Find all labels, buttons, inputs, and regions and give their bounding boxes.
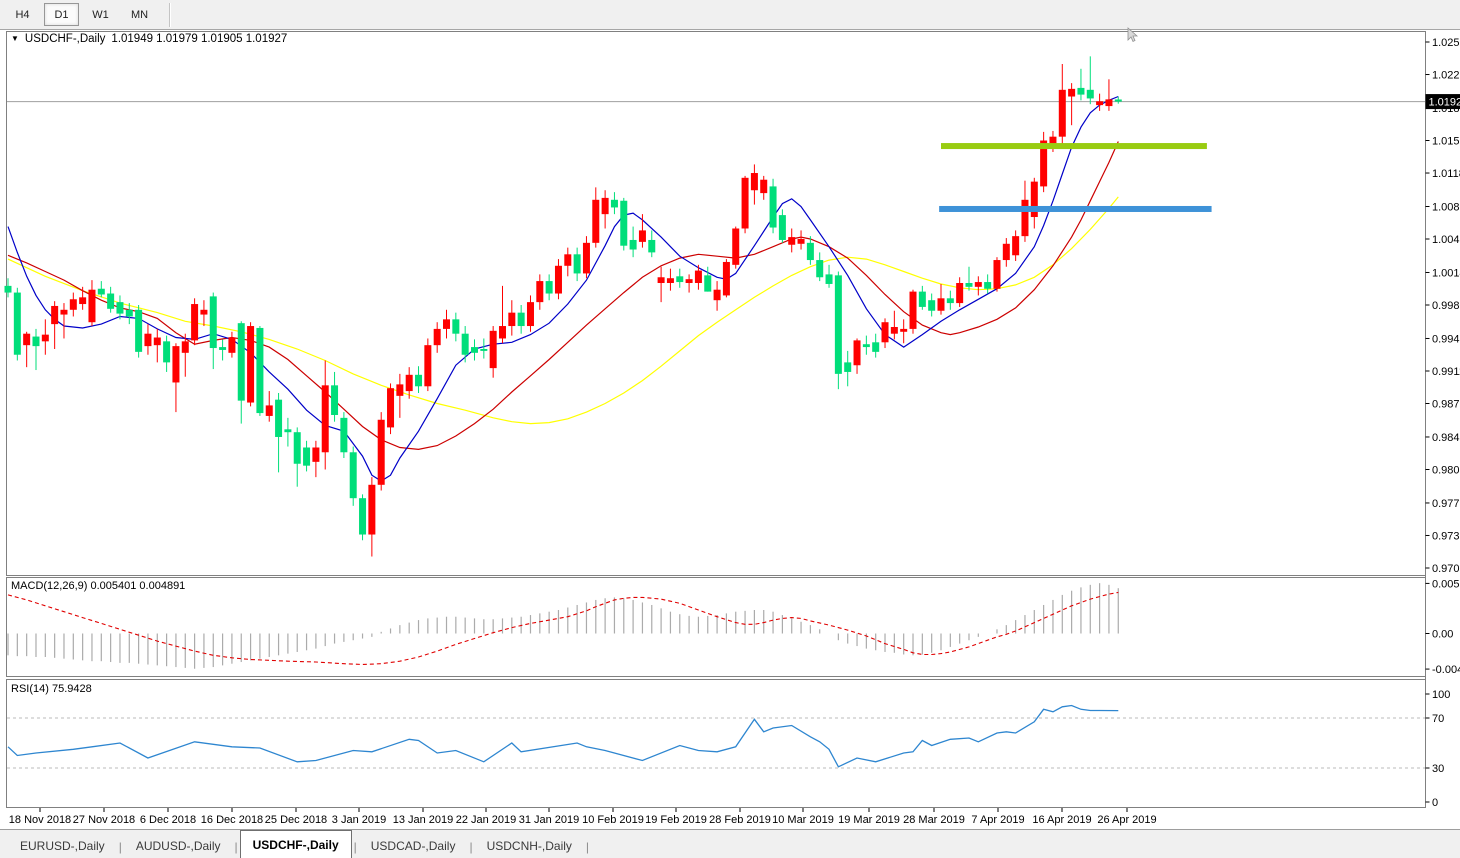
date-tick-label: 7 Apr 2019 [971, 814, 1024, 826]
date-tick-label: 25 Dec 2018 [265, 814, 327, 826]
tab-usdchf[interactable]: USDCHF-,Daily [239, 830, 352, 858]
date-tick-label: 27 Nov 2018 [73, 814, 135, 826]
price-tick-label: 0.98080 [1432, 464, 1460, 476]
price-tick-label: 1.00140 [1432, 267, 1460, 279]
price-tick-label: 0.97730 [1432, 498, 1460, 510]
price-tick-label: 0.97050 [1432, 563, 1460, 575]
macd-name: MACD(12,26,9) [11, 580, 88, 592]
price-tick-label: 0.97390 [1432, 530, 1460, 542]
date-tick-label: 28 Feb 2019 [709, 814, 771, 826]
price-tick-label: 0.98770 [1432, 399, 1460, 411]
rsi-tick-label: 70 [1432, 713, 1444, 725]
timeframe-button-mn[interactable]: MN [130, 8, 149, 21]
rsi-values: 75.9428 [51, 683, 92, 695]
date-tick-label: 10 Mar 2019 [772, 814, 834, 826]
price-tick-label: 1.00490 [1432, 234, 1460, 246]
chart-title: ▼ USDCHF-,Daily 1.01949 1.01979 1.01905 … [11, 33, 287, 45]
date-tick-label: 13 Jan 2019 [393, 814, 454, 826]
price-tick-label: 0.98420 [1432, 432, 1460, 444]
tab-eurusd[interactable]: EURUSD-,Daily [20, 839, 105, 853]
date-tick-label: 22 Jan 2019 [456, 814, 517, 826]
macd-indicator-label: MACD(12,26,9) 0.005401 0.004891 [11, 580, 185, 592]
date-tick-label: 10 Feb 2019 [582, 814, 644, 826]
macd-values: 0.005401 0.004891 [90, 580, 186, 592]
price-tick-label: 1.02550 [1432, 37, 1460, 49]
current-price-badge [1425, 94, 1460, 110]
date-tick-label: 19 Mar 2019 [838, 814, 900, 826]
date-tick-label: 26 Apr 2019 [1097, 814, 1156, 826]
date-tick-label: 19 Feb 2019 [645, 814, 707, 826]
collapse-indicator-icon[interactable]: ▼ [11, 34, 19, 43]
chart-pane[interactable] [6, 31, 1425, 808]
date-tick-label: 3 Jan 2019 [332, 814, 386, 826]
date-tick-label: 16 Apr 2019 [1032, 814, 1091, 826]
timeframe-button-d1[interactable]: D1 [44, 3, 79, 26]
price-tick-label: 1.01180 [1432, 168, 1460, 180]
tab-separator: | [234, 840, 238, 854]
macd-tick-label: -0.00424 [1432, 664, 1460, 676]
price-tick-label: 0.99800 [1432, 300, 1460, 312]
tab-usdcnh[interactable]: USDCNH-,Daily [486, 839, 572, 853]
price-tick-label: 1.00830 [1432, 201, 1460, 213]
chart-symbol-label: USDCHF-,Daily [24, 33, 106, 45]
macd-tick-label: 0.00597 [1432, 578, 1460, 590]
date-tick-label: 31 Jan 2019 [519, 814, 580, 826]
date-tick-label: 6 Dec 2018 [140, 814, 196, 826]
macd-tick-label: 0.00 [1432, 629, 1453, 641]
date-tick-label: 28 Mar 2019 [903, 814, 965, 826]
rsi-name: RSI(14) [11, 683, 49, 695]
date-tick-label: 18 Nov 2018 [9, 814, 71, 826]
price-tick-label: 1.01520 [1432, 136, 1460, 148]
timeframe-button-w1[interactable]: W1 [92, 8, 109, 21]
date-tick-label: 16 Dec 2018 [201, 814, 263, 826]
chart-ohlc-values: 1.01949 1.01979 1.01905 1.01927 [111, 33, 288, 45]
timeframe-toolbar: H4 D1 W1 MN [0, 0, 1460, 30]
rsi-indicator-label: RSI(14) 75.9428 [11, 683, 92, 695]
price-tick-label: 0.99450 [1432, 333, 1460, 345]
tab-separator: | [353, 840, 357, 854]
symbol-tab-bar: EURUSD-,Daily | AUDUSD-,Daily | USDCHF-,Dail… [0, 829, 1460, 858]
price-tick-label: 1.02210 [1432, 70, 1460, 82]
price-tick-label: 1.01860 [1432, 103, 1460, 115]
tab-separator: | [585, 840, 590, 854]
tab-separator: | [118, 840, 122, 854]
rsi-tick-label: 30 [1432, 763, 1444, 775]
tab-separator: | [469, 840, 473, 854]
timeframe-button-h4[interactable]: H4 [15, 8, 30, 21]
current-price-badge-label: 1.01927 [1429, 97, 1460, 109]
rsi-tick-label: 0 [1432, 797, 1438, 809]
tab-audusd[interactable]: AUDUSD-,Daily [135, 839, 221, 853]
rsi-tick-label: 100 [1432, 689, 1450, 701]
toolbar-separator [169, 2, 171, 27]
price-tick-label: 0.99110 [1432, 366, 1460, 378]
tab-usdcad[interactable]: USDCAD-,Daily [370, 839, 456, 853]
